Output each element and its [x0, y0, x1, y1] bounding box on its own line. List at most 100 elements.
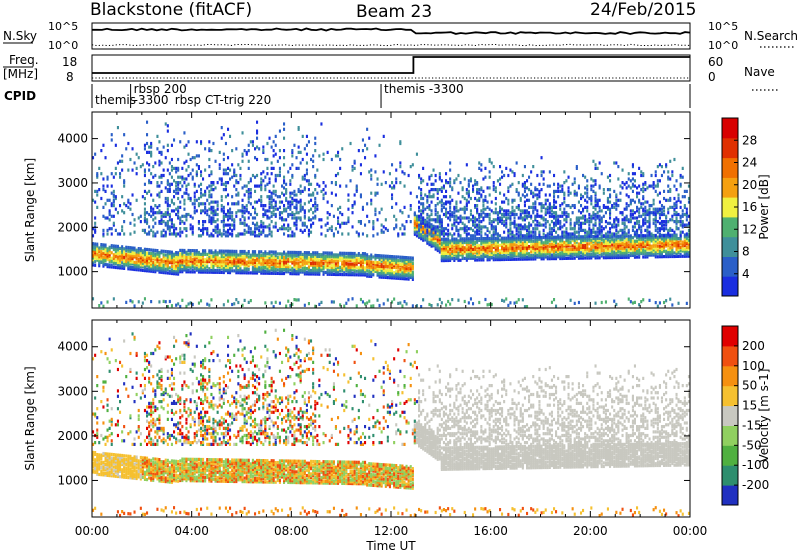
data-cell: [526, 228, 529, 232]
data-cell: [440, 198, 443, 202]
data-cell: [440, 189, 443, 193]
data-cell: [368, 274, 371, 278]
data-cell: [447, 200, 450, 204]
data-cell: [139, 249, 142, 253]
data-cell: [307, 200, 310, 204]
data-cell: [453, 244, 456, 248]
data-cell: [393, 255, 396, 259]
data-cell: [307, 232, 310, 236]
data-cell: [334, 181, 337, 185]
data-cell: [222, 223, 225, 227]
data-cell: [264, 204, 267, 208]
data-cell: [227, 228, 230, 232]
data-cell: [430, 242, 433, 246]
data-cell: [521, 193, 524, 197]
data-cell: [102, 243, 105, 247]
data-cell: [347, 218, 350, 222]
data-cell: [210, 256, 213, 260]
data-cell: [530, 253, 533, 258]
data-cell: [310, 258, 313, 262]
data-cell: [235, 256, 238, 261]
data-cell: [484, 166, 487, 170]
data-cell: [355, 269, 358, 273]
data-cell: [237, 300, 240, 305]
data-cell: [567, 232, 570, 236]
data-cell: [351, 264, 354, 268]
data-cell: [206, 265, 209, 269]
data-cell: [143, 251, 146, 255]
data-cell: [270, 211, 273, 215]
data-cell: [322, 270, 325, 275]
data-cell: [316, 253, 319, 257]
data-cell: [403, 172, 406, 176]
data-cell: [513, 209, 516, 213]
data-cell: [403, 300, 406, 304]
data-cell: [382, 266, 385, 270]
data-cell: [129, 202, 132, 206]
data-cell: [463, 237, 466, 241]
data-cell: [297, 268, 300, 272]
data-cell: [276, 173, 279, 178]
data-cell: [561, 230, 564, 234]
data-cell: [540, 173, 543, 178]
data-cell: [445, 244, 448, 248]
data-cell: [200, 268, 203, 272]
data-cell: [432, 244, 435, 248]
data-cell: [214, 220, 217, 224]
data-cell: [274, 177, 277, 181]
data-cell: [129, 221, 132, 225]
data-cell: [152, 248, 155, 252]
data-cell: [187, 264, 190, 269]
data-cell: [262, 214, 265, 218]
data-cell: [557, 234, 560, 238]
data-cell: [332, 256, 335, 261]
data-cell: [243, 255, 246, 259]
data-cell: [496, 252, 499, 256]
data-cell: [191, 302, 194, 307]
data-cell: [287, 299, 290, 303]
data-cell: [177, 209, 180, 213]
data-cell: [291, 252, 294, 256]
data-cell: [380, 263, 383, 267]
data-cell: [293, 143, 296, 147]
data-cell: [422, 238, 425, 242]
data-cell: [440, 301, 443, 305]
data-cell: [264, 271, 267, 275]
data-cell: [222, 249, 225, 253]
data-cell: [137, 266, 140, 270]
data-cell: [357, 234, 360, 238]
data-cell: [449, 242, 452, 247]
data-cell: [102, 188, 105, 192]
data-cell: [436, 218, 439, 222]
data-cell: [148, 267, 151, 271]
data-cell: [268, 252, 271, 256]
data-cell: [455, 220, 458, 224]
data-cell: [220, 234, 223, 238]
data-cell: [193, 198, 196, 202]
data-cell: [447, 255, 450, 259]
data-cell: [96, 246, 99, 250]
data-cell: [347, 251, 350, 255]
data-cell: [334, 264, 337, 268]
data-cell: [177, 205, 180, 209]
data-cell: [104, 257, 107, 261]
data-cell: [330, 181, 333, 185]
data-cell: [148, 260, 151, 264]
data-cell: [256, 271, 259, 275]
data-cell: [191, 216, 194, 220]
data-cell: [312, 260, 315, 264]
data-cell: [465, 207, 468, 211]
data-cell: [239, 166, 242, 170]
data-cell: [164, 211, 167, 215]
data-cell: [162, 249, 165, 253]
data-cell: [268, 177, 271, 181]
data-cell: [187, 270, 190, 274]
data-cell: [143, 143, 146, 147]
data-cell: [496, 211, 499, 215]
data-cell: [268, 261, 271, 265]
data-cell: [407, 259, 410, 263]
data-cell: [580, 251, 583, 255]
data-cell: [415, 152, 418, 156]
data-cell: [563, 218, 566, 222]
data-cell: [283, 209, 286, 213]
